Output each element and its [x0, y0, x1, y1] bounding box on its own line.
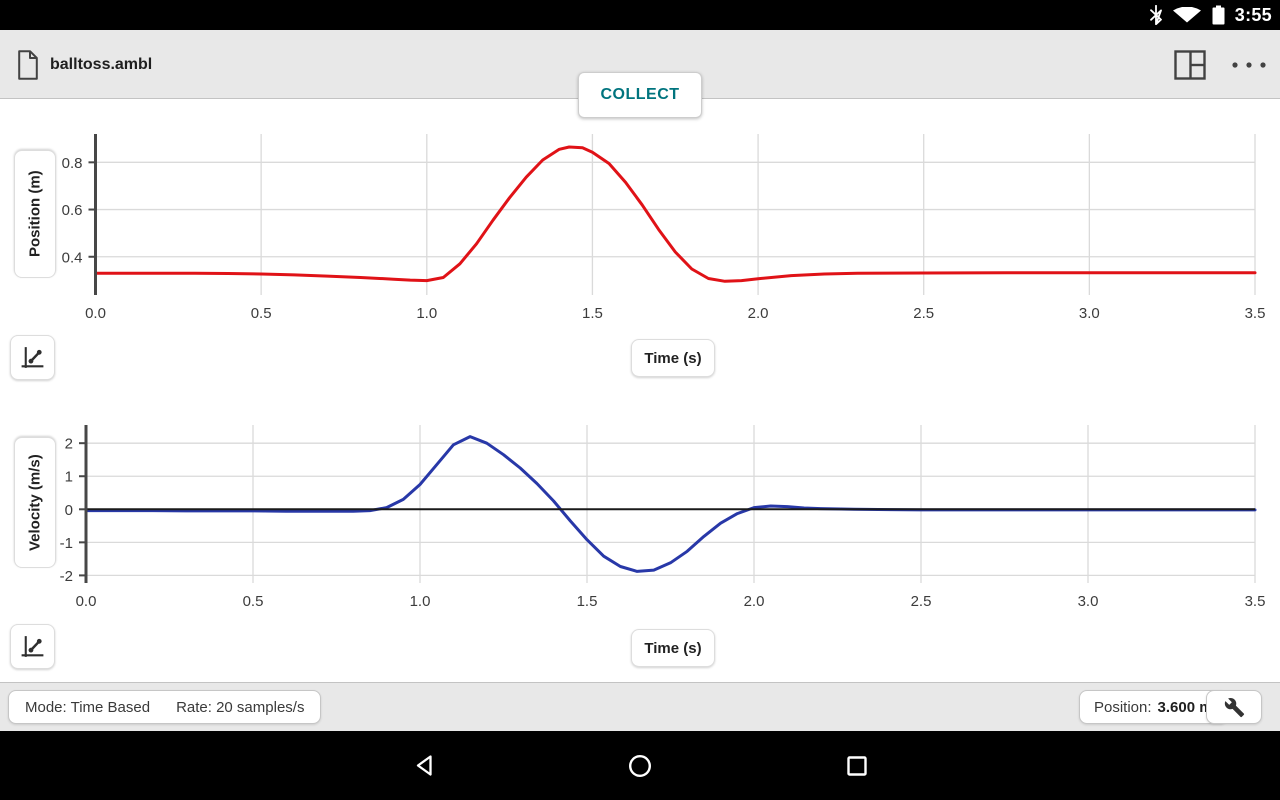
velocity-chart[interactable]: -2 -1 0 1 2 0.0 0.5 1.0 1.5 2.0 2.5 3.0 3.5	[0, 418, 1280, 618]
x-tick-label: 3.5	[1245, 305, 1266, 322]
app-toolbar: balltoss.ambl COLLECT	[0, 30, 1280, 118]
y-tick-label: -2	[60, 568, 73, 585]
y-tick-label: 0.8	[62, 155, 83, 172]
graph-tools-button-bottom[interactable]	[10, 624, 55, 669]
x-tick-label: 0.0	[85, 305, 106, 322]
mode-label: Mode: Time Based	[25, 698, 151, 716]
wrench-icon	[1224, 697, 1244, 717]
position-chart[interactable]: 0.4 0.6 0.8 0.0 0.5 1.0 1.5 2.0 2.5 3.0 3.5	[0, 126, 1280, 332]
x-tick-label: 3.0	[1079, 305, 1100, 322]
file-name: balltoss.ambl	[50, 55, 153, 73]
file-menu-button[interactable]: balltoss.ambl	[17, 30, 152, 99]
android-nav-bar	[0, 731, 1280, 800]
nav-back-button[interactable]	[379, 731, 469, 800]
y-tick-label: 1	[65, 469, 73, 486]
x-tick-label: 3.0	[1078, 593, 1099, 610]
y-tick-label: 0.4	[62, 249, 83, 266]
x-tick-label: 1.5	[582, 305, 603, 322]
x-tick-label: 3.5	[1245, 593, 1266, 610]
position-meter-label: Position:	[1094, 698, 1152, 716]
view-layout-button[interactable]	[1162, 30, 1218, 99]
recents-icon	[847, 755, 867, 776]
clock-text: 3:55	[1234, 4, 1272, 25]
velocity-axis-button[interactable]: Velocity (m/s)	[14, 437, 56, 568]
back-icon	[416, 755, 432, 776]
x-tick-label: 2.0	[748, 305, 769, 322]
series-line-velocity	[84, 435, 1257, 573]
overflow-menu-button[interactable]	[1218, 30, 1280, 99]
graph-tools-button-top[interactable]	[10, 335, 55, 380]
battery-icon	[1212, 5, 1225, 25]
nav-home-button[interactable]	[595, 731, 685, 800]
collect-button[interactable]: COLLECT	[578, 72, 702, 118]
x-tick-label: 2.5	[911, 593, 932, 610]
time-axis-button-bottom[interactable]: Time (s)	[631, 629, 715, 667]
data-collection-bar: Mode: Time Based Rate: 20 samples/s Posi…	[0, 682, 1280, 731]
document-icon	[18, 49, 38, 80]
mode-rate-button[interactable]: Mode: Time Based Rate: 20 samples/s	[8, 690, 322, 724]
collection-settings-button[interactable]	[1206, 690, 1262, 724]
x-tick-label: 1.5	[577, 593, 598, 610]
rate-label: Rate: 20 samples/s	[176, 698, 305, 716]
time-axis-button-top[interactable]: Time (s)	[631, 339, 715, 377]
x-tick-label: 0.5	[243, 593, 264, 610]
x-tick-label: 1.0	[416, 305, 437, 322]
android-status-bar: 3:55	[0, 0, 1280, 30]
y-tick-label: -1	[60, 535, 73, 552]
graph-tools-icon	[21, 636, 44, 657]
home-icon	[628, 754, 652, 777]
ellipsis-icon	[1232, 61, 1266, 68]
position-meter-value: 3.600 m	[1157, 698, 1213, 716]
y-tick-label: 2	[65, 436, 73, 453]
series-line-position	[94, 145, 1257, 283]
y-tick-label: 0.6	[62, 202, 83, 219]
y-tick-label: 0	[65, 502, 73, 519]
wifi-icon	[1172, 7, 1201, 23]
x-tick-label: 2.5	[913, 305, 934, 322]
x-tick-label: 0.0	[76, 593, 97, 610]
x-tick-label: 0.5	[251, 305, 272, 322]
position-meter-button[interactable]: Position: 3.600 m	[1079, 690, 1228, 724]
x-tick-label: 1.0	[410, 593, 431, 610]
position-axis-button[interactable]: Position (m)	[14, 150, 56, 278]
split-view-icon	[1174, 49, 1206, 80]
graph-tools-icon	[21, 347, 44, 368]
nav-recents-button[interactable]	[812, 731, 902, 800]
bluetooth-icon	[1149, 5, 1162, 25]
x-tick-label: 2.0	[744, 593, 765, 610]
